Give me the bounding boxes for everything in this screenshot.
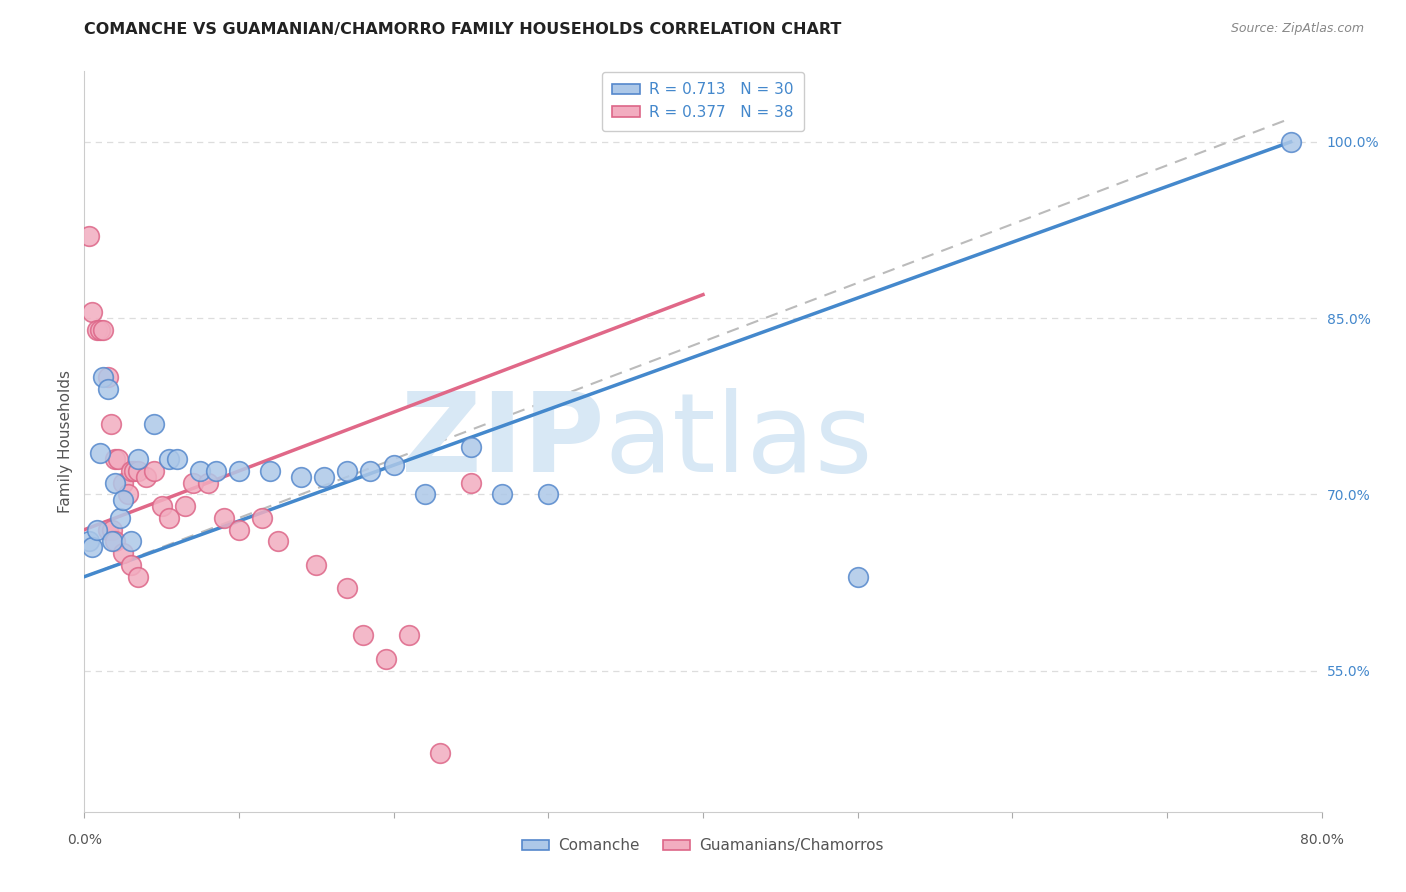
Point [846,570,869,584]
Point [290,470,312,484]
Point [267,534,290,549]
Y-axis label: Family Households: Family Households [58,370,73,513]
Point [82,541,104,555]
Point [188,464,212,478]
Legend: Comanche, Guamanians/Chamorros: Comanche, Guamanians/Chamorros [516,832,890,860]
Point [89,446,111,460]
Point [336,582,359,596]
Point [112,546,135,560]
Point [336,464,359,478]
Text: Source: ZipAtlas.com: Source: ZipAtlas.com [1230,22,1364,36]
Point [120,534,142,549]
Point [259,464,281,478]
Point [159,452,181,467]
Point [135,470,157,484]
Point [228,523,250,537]
Point [82,305,104,319]
Point [181,475,204,490]
Point [143,417,166,431]
Point [460,441,482,455]
Point [429,746,451,760]
Point [413,487,436,501]
Point [228,464,250,478]
Point [166,452,188,467]
Point [97,523,120,537]
Point [108,511,131,525]
Point [101,523,124,537]
Point [150,499,173,513]
Point [305,558,328,572]
Point [360,464,382,478]
Point [91,370,114,384]
Point [77,534,100,549]
Point [97,382,120,396]
Point [112,475,135,490]
Point [112,493,135,508]
Point [97,370,120,384]
Point [128,464,150,478]
Point [375,652,398,666]
Point [104,475,127,490]
Text: atlas: atlas [605,388,873,495]
Point [460,475,482,490]
Text: COMANCHE VS GUAMANIAN/CHAMORRO FAMILY HOUSEHOLDS CORRELATION CHART: COMANCHE VS GUAMANIAN/CHAMORRO FAMILY HO… [84,22,842,37]
Point [314,470,336,484]
Point [104,452,127,467]
Point [107,452,129,467]
Text: 0.0%: 0.0% [67,833,101,847]
Point [174,499,197,513]
Point [382,458,405,472]
Point [352,628,374,642]
Point [104,534,127,549]
Point [1279,135,1302,149]
Point [212,511,235,525]
Point [128,452,150,467]
Point [86,523,108,537]
Point [89,323,111,337]
Point [120,464,142,478]
Point [159,511,181,525]
Text: ZIP: ZIP [401,388,605,495]
Point [122,464,145,478]
Point [252,511,274,525]
Point [491,487,513,501]
Text: 80.0%: 80.0% [1299,833,1344,847]
Point [143,464,166,478]
Point [91,323,114,337]
Point [398,628,420,642]
Point [101,534,124,549]
Point [100,417,122,431]
Point [197,475,219,490]
Point [117,487,139,501]
Point [86,323,108,337]
Point [205,464,228,478]
Point [120,558,142,572]
Point [128,570,150,584]
Point [77,228,100,243]
Point [537,487,560,501]
